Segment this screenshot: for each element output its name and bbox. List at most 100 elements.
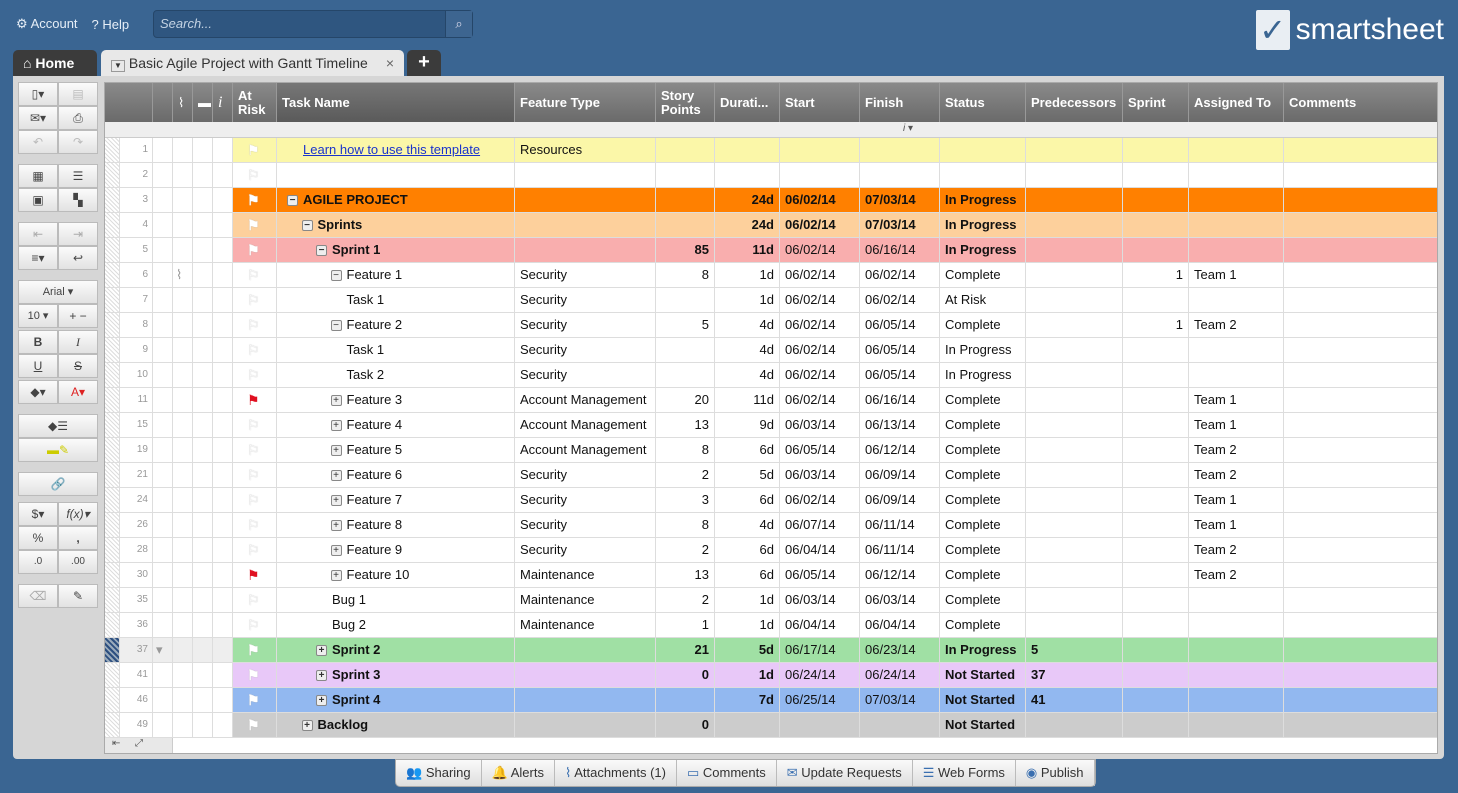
header-sprint[interactable]: Sprint [1123,83,1189,122]
cell-predecessors[interactable] [1026,288,1123,313]
cell-status[interactable]: In Progress [940,213,1026,238]
publish-button[interactable]: ◉ Publish [1016,760,1095,786]
cell-sprint[interactable] [1123,463,1189,488]
row-handle[interactable] [105,238,120,263]
cell-predecessors[interactable] [1026,513,1123,538]
cell-at-risk[interactable]: ⚐ [233,288,277,313]
row-icon-cell[interactable] [153,363,173,388]
flag-icon[interactable]: ⚐ [247,367,260,383]
cell-sprint[interactable] [1123,613,1189,638]
row-icon-cell[interactable] [173,688,193,713]
flag-icon[interactable]: ⚑ [247,692,260,708]
print-icon[interactable]: ⎙ [58,106,98,130]
row-icon-cell[interactable] [173,438,193,463]
cell-task-name[interactable]: + Feature 10 [277,563,515,588]
size-stepper[interactable]: + − [58,304,98,328]
cell-comments[interactable] [1284,188,1437,213]
cell-finish[interactable]: 06/23/14 [860,638,940,663]
cell-task-name[interactable]: − Feature 2 [277,313,515,338]
row-handle[interactable] [105,588,120,613]
cell-finish[interactable]: 07/03/14 [860,688,940,713]
cell-comments[interactable] [1284,213,1437,238]
cell-story-points[interactable]: 0 [656,713,715,738]
row-icon-cell[interactable] [213,688,233,713]
cell-comments[interactable] [1284,663,1437,688]
flag-icon[interactable]: ⚑ [247,667,260,683]
cell-story-points[interactable]: 8 [656,263,715,288]
row-icon-cell[interactable] [173,588,193,613]
cell-task-name[interactable]: + Sprint 2 [277,638,515,663]
collapse-icon[interactable]: − [330,320,342,332]
header-duration[interactable]: Durati... [715,83,780,122]
cell-duration[interactable]: 4d [715,363,780,388]
row-handle[interactable] [105,213,120,238]
update-requests-button[interactable]: ✉ Update Requests [777,760,913,786]
cell-status[interactable]: In Progress [940,363,1026,388]
expand-icon[interactable]: + [301,720,313,732]
cell-duration[interactable]: 5d [715,638,780,663]
cell-predecessors[interactable] [1026,138,1123,163]
cell-duration[interactable]: 6d [715,563,780,588]
cell-predecessors[interactable] [1026,488,1123,513]
flag-icon[interactable]: ⚑ [247,567,260,583]
cell-sprint[interactable] [1123,188,1189,213]
cell-comments[interactable] [1284,488,1437,513]
cell-task-name[interactable]: + Sprint 3 [277,663,515,688]
cell-finish[interactable] [860,163,940,188]
row-icon-cell[interactable] [193,588,213,613]
cell-start[interactable]: 06/03/14 [780,463,860,488]
cell-start[interactable]: 06/25/14 [780,688,860,713]
flag-icon[interactable]: ⚐ [247,467,260,483]
gantt-view-icon[interactable]: ☰ [58,164,98,188]
finish-column-menu-icon[interactable]: i ▾ [903,123,914,134]
row-icon-cell[interactable] [153,313,173,338]
cell-assigned-to[interactable] [1189,163,1284,188]
cell-start[interactable]: 06/02/14 [780,288,860,313]
row-icon-cell[interactable] [213,488,233,513]
cell-sprint[interactable] [1123,563,1189,588]
cell-start[interactable]: 06/02/14 [780,363,860,388]
cell-at-risk[interactable]: ⚐ [233,538,277,563]
row-icon-cell[interactable] [193,138,213,163]
cell-at-risk[interactable]: ⚐ [233,363,277,388]
sharing-button[interactable]: 👥 Sharing [396,760,482,786]
header-feature-type[interactable]: Feature Type [515,83,656,122]
flag-icon[interactable]: ⚑ [247,192,260,208]
row-icon-cell[interactable] [213,563,233,588]
web-forms-button[interactable]: ☰ Web Forms [913,760,1016,786]
bold-button[interactable]: B [18,330,58,354]
header-finish[interactable]: Finish [860,83,940,122]
row-handle[interactable] [105,488,120,513]
cell-predecessors[interactable]: 41 [1026,688,1123,713]
outdent-icon[interactable]: ⇤ [18,222,58,246]
row-icon-cell[interactable] [213,363,233,388]
row-icon-cell[interactable] [193,338,213,363]
collapse-icon[interactable]: − [287,195,298,207]
flag-icon[interactable]: ⚐ [247,317,260,333]
cell-feature-type[interactable]: Maintenance [515,588,656,613]
cell-task-name[interactable]: + Feature 4 [277,413,515,438]
cell-comments[interactable] [1284,388,1437,413]
cell-at-risk[interactable]: ⚑ [233,238,277,263]
cell-assigned-to[interactable] [1189,138,1284,163]
cell-story-points[interactable]: 21 [656,638,715,663]
row-icon-cell[interactable] [213,713,233,738]
cell-status[interactable] [940,163,1026,188]
row-icon-cell[interactable] [173,163,193,188]
cell-status[interactable]: Complete [940,538,1026,563]
cell-status[interactable]: In Progress [940,188,1026,213]
cell-comments[interactable] [1284,463,1437,488]
cell-at-risk[interactable]: ⚐ [233,163,277,188]
cell-finish[interactable]: 06/09/14 [860,463,940,488]
row-icon-cell[interactable] [173,563,193,588]
cell-sprint[interactable] [1123,163,1189,188]
cell-finish[interactable]: 06/03/14 [860,588,940,613]
highlight-changes-icon[interactable]: ▬✎ [18,438,98,462]
format-painter-icon[interactable]: ✎ [58,584,98,608]
cell-duration[interactable]: 11d [715,388,780,413]
flag-icon[interactable]: ⚐ [247,417,260,433]
cell-assigned-to[interactable]: Team 1 [1189,488,1284,513]
cell-comments[interactable] [1284,688,1437,713]
cell-predecessors[interactable]: 37 [1026,663,1123,688]
row-icon-cell[interactable] [153,513,173,538]
